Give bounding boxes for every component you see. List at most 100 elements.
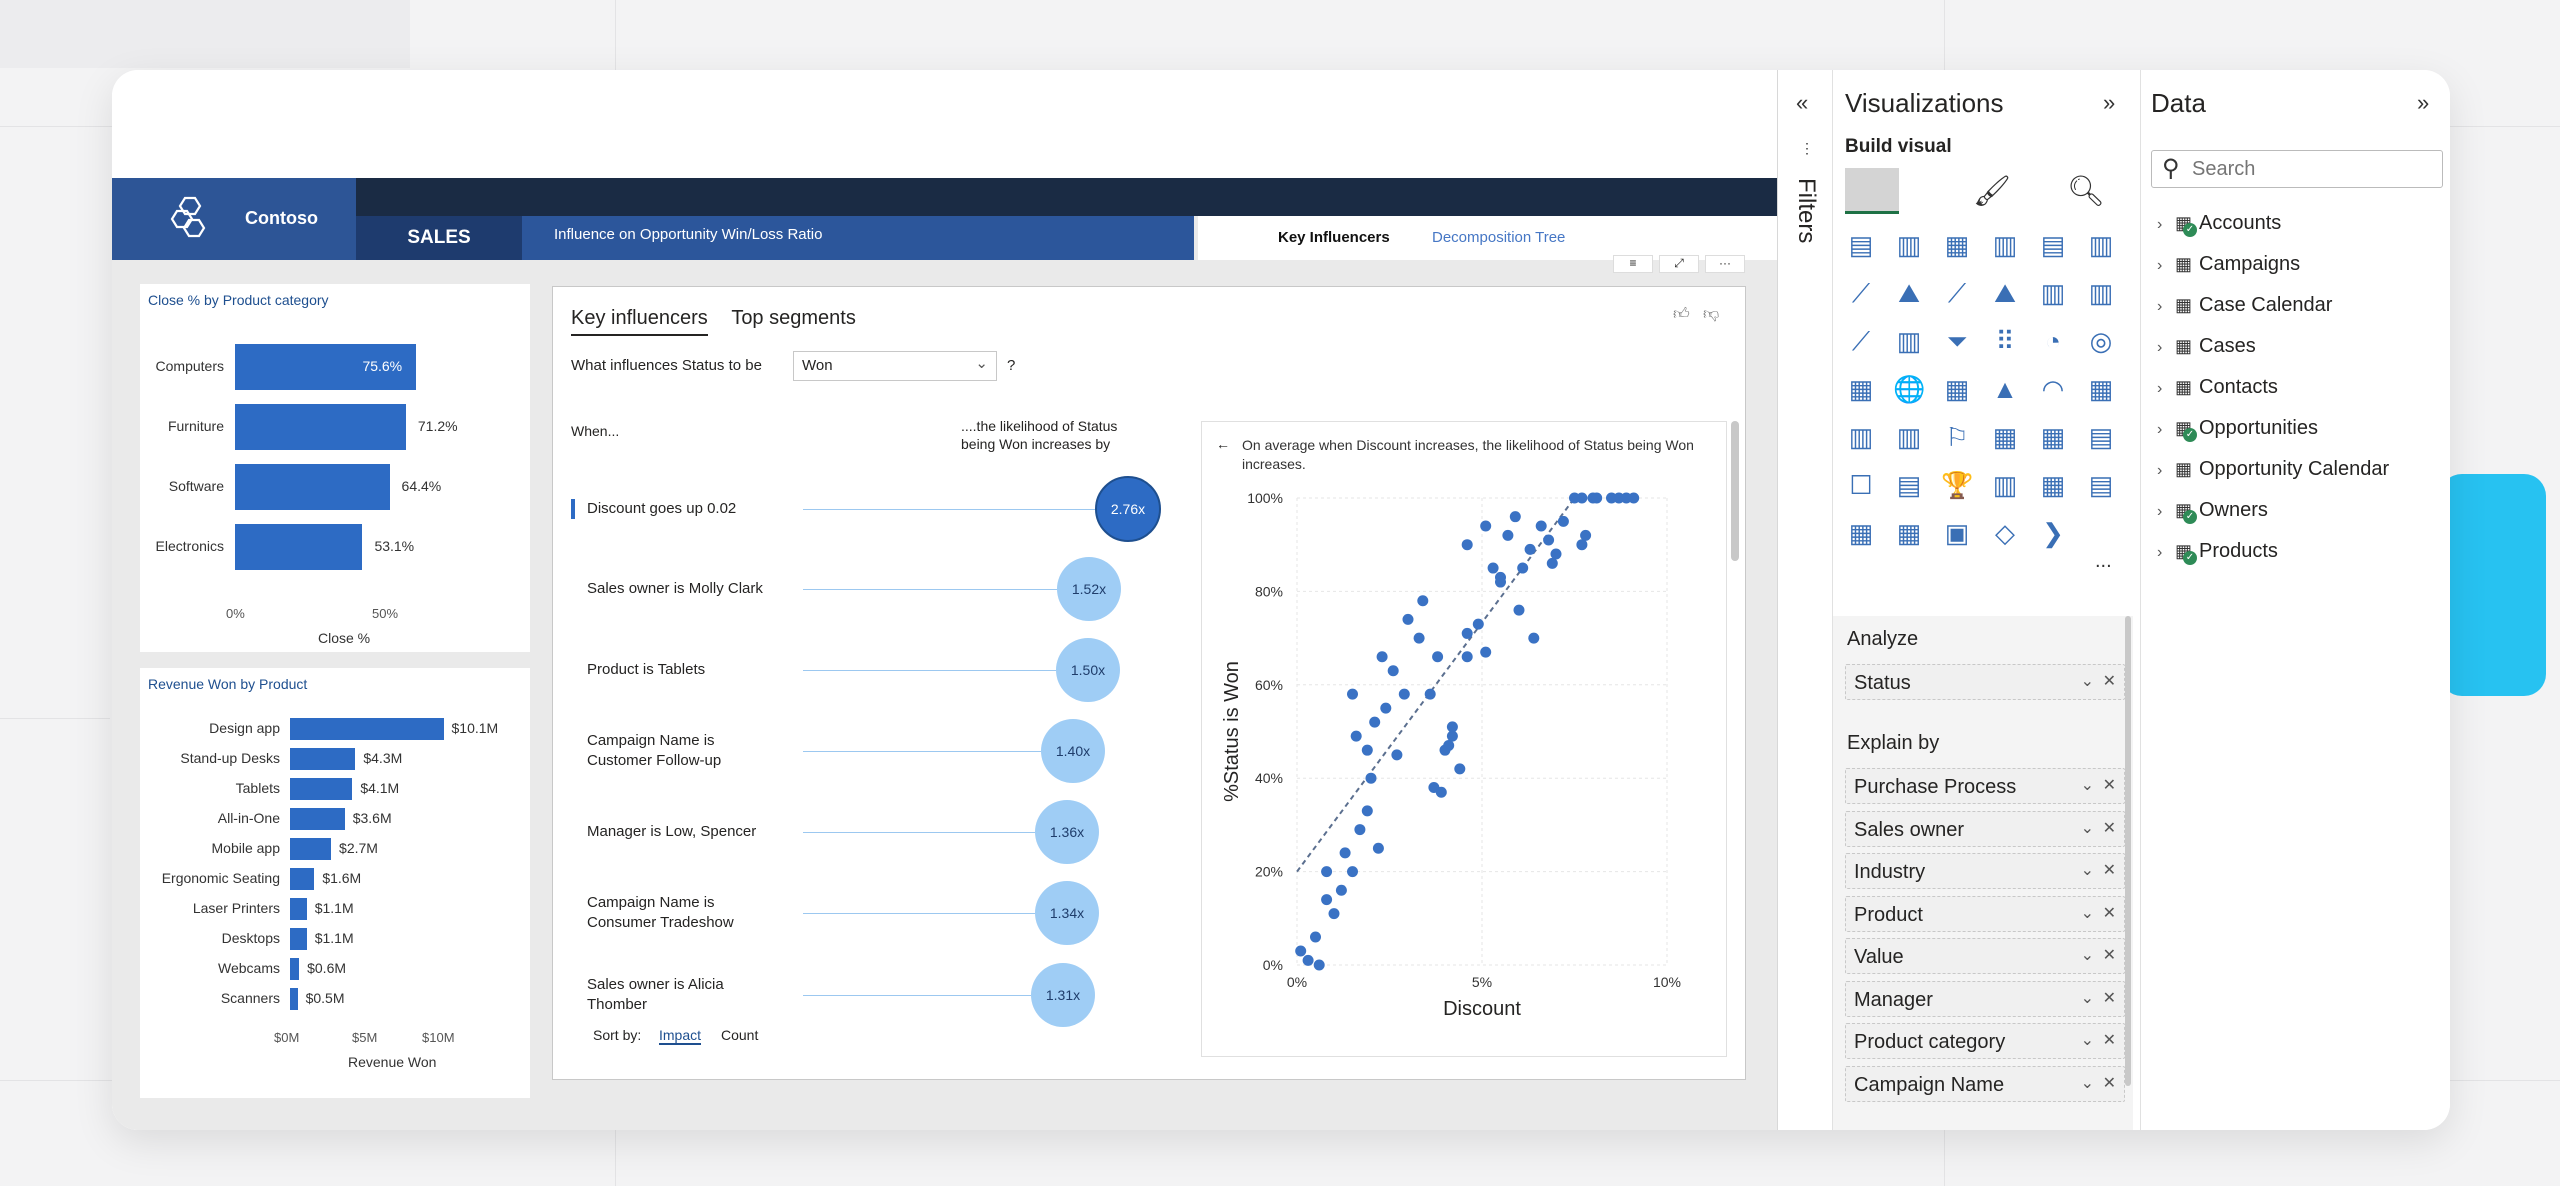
chevron-right-icon[interactable]: ›: [2157, 257, 2163, 274]
data-point[interactable]: [1339, 847, 1351, 859]
data-point[interactable]: [1380, 702, 1392, 714]
data-table-item[interactable]: › ▦ ✓ Owners: [2157, 499, 2268, 524]
scrollbar[interactable]: [1731, 421, 1739, 561]
bar[interactable]: [290, 928, 307, 950]
data-point[interactable]: [1517, 562, 1529, 574]
data-point[interactable]: [1369, 716, 1381, 728]
bar[interactable]: [290, 778, 353, 800]
slicer-icon[interactable]: ▥: [1896, 422, 1922, 452]
data-point[interactable]: [1535, 520, 1547, 532]
chevron-down-icon[interactable]: ⌄: [2080, 1074, 2094, 1092]
chevron-down-icon[interactable]: ⌄: [2080, 673, 2094, 690]
line-chart-icon[interactable]: ⟋: [1851, 278, 1871, 308]
chevron-down-icon[interactable]: ⌄: [2080, 947, 2094, 964]
ribbon-chart-icon[interactable]: ⟋: [1851, 326, 1871, 356]
search-input[interactable]: [2192, 156, 2432, 182]
decomposition-tree-icon[interactable]: ▤: [2088, 422, 2114, 452]
remove-icon[interactable]: ✕: [2102, 1074, 2116, 1092]
goals-icon[interactable]: 🏆: [1941, 470, 1974, 500]
data-point[interactable]: [1591, 492, 1603, 504]
thumbs-down-icon[interactable]: 👎︎: [1703, 306, 1720, 323]
bar[interactable]: [290, 958, 300, 980]
data-point[interactable]: [1372, 842, 1384, 854]
funnel-icon[interactable]: ⏷: [1946, 326, 1968, 356]
chevron-right-icon[interactable]: ›: [2157, 544, 2163, 561]
remove-icon[interactable]: ✕: [2102, 904, 2116, 922]
data-point[interactable]: [1354, 824, 1366, 836]
stacked-bar-icon[interactable]: ▤: [1848, 230, 1874, 260]
scatter-icon[interactable]: ⠿: [1995, 326, 2015, 356]
remove-icon[interactable]: ✕: [2102, 1032, 2116, 1049]
collapse-data-icon[interactable]: »: [2417, 90, 2430, 115]
influencer-label[interactable]: Product is Tablets: [587, 661, 706, 678]
data-point[interactable]: [1446, 730, 1458, 742]
data-point[interactable]: [1402, 613, 1414, 625]
sort-impact[interactable]: Impact: [659, 1027, 702, 1045]
data-point[interactable]: [1432, 651, 1444, 663]
bar[interactable]: [235, 464, 390, 510]
format-visual-icon[interactable]: 🖌︎: [1973, 175, 2012, 208]
data-point[interactable]: [1413, 632, 1425, 644]
azure-map-icon[interactable]: ▲: [1992, 374, 2018, 404]
treemap-icon[interactable]: ▦: [1848, 374, 1874, 404]
chevron-right-icon[interactable]: ›: [2157, 503, 2163, 520]
data-point[interactable]: [1417, 595, 1429, 607]
tab-key-influencers-visual[interactable]: Key influencers: [571, 307, 708, 336]
donut-chart-icon[interactable]: ◎: [2089, 326, 2113, 356]
bar[interactable]: [290, 988, 298, 1010]
chevron-down-icon[interactable]: ⌄: [2080, 904, 2094, 922]
bar[interactable]: [290, 718, 444, 740]
chevron-right-icon[interactable]: ›: [2157, 298, 2163, 315]
pane-scrollbar[interactable]: [2125, 616, 2131, 1086]
map-icon[interactable]: 🌐: [1893, 374, 1926, 404]
waterfall-chart-icon[interactable]: ▥: [1896, 326, 1922, 356]
data-point[interactable]: [1509, 511, 1521, 523]
data-point[interactable]: [1502, 529, 1514, 541]
line-column-icon[interactable]: ▥: [2040, 278, 2066, 308]
clustered-column-icon[interactable]: ▥: [1992, 230, 2018, 260]
bar[interactable]: [290, 838, 332, 860]
thumbs-up-icon[interactable]: 👍︎: [1673, 306, 1690, 323]
data-point[interactable]: [1546, 557, 1558, 569]
data-point[interactable]: [1391, 749, 1403, 761]
power-apps-icon[interactable]: ▦: [2040, 470, 2066, 500]
data-table-item[interactable]: › ▦ Cases: [2157, 335, 2256, 358]
influencer-label[interactable]: Manager is Low, Spencer: [587, 823, 757, 840]
influence-bubble[interactable]: 1.50x: [1056, 638, 1120, 702]
100-column-icon[interactable]: ▥: [2088, 230, 2114, 260]
remove-icon[interactable]: ✕: [2102, 673, 2116, 690]
data-point[interactable]: [1435, 786, 1447, 798]
chevron-right-icon[interactable]: ›: [2157, 216, 2163, 233]
filter-toggle-icon[interactable]: ⋮: [1800, 140, 1814, 156]
data-point[interactable]: [1321, 894, 1333, 906]
data-point[interactable]: [1446, 721, 1458, 733]
data-point[interactable]: [1313, 959, 1325, 971]
key-influencers-icon[interactable]: ▦: [2040, 422, 2066, 452]
bar[interactable]: [290, 868, 315, 890]
bar[interactable]: [235, 524, 363, 570]
chevron-right-icon[interactable]: ›: [2157, 339, 2163, 356]
expand-filters-icon[interactable]: «: [1796, 90, 1809, 115]
data-point[interactable]: [1461, 651, 1473, 663]
bar[interactable]: [290, 748, 356, 770]
paginated-report-icon[interactable]: ▥: [1992, 470, 2018, 500]
table-icon[interactable]: ⚐: [1945, 422, 1969, 452]
data-point[interactable]: [1472, 618, 1484, 630]
analyze-field[interactable]: Status ⌄ ✕: [1845, 664, 2125, 700]
influence-bubble[interactable]: 2.76x: [1095, 476, 1161, 542]
matrix-icon[interactable]: ▦: [1992, 422, 2018, 452]
influencer-label[interactable]: Sales owner is Alicia Thomber: [587, 976, 724, 1013]
focus-mode-icon[interactable]: ⤢: [1659, 255, 1699, 273]
data-point[interactable]: [1350, 730, 1362, 742]
data-point[interactable]: [1361, 805, 1373, 817]
chevron-down-icon[interactable]: ⌄: [2080, 989, 2094, 1007]
chevron-right-icon[interactable]: ›: [2157, 462, 2163, 479]
bar[interactable]: [290, 898, 307, 920]
data-point[interactable]: [1487, 562, 1499, 574]
build-visual-icon[interactable]: [1845, 168, 1899, 214]
stacked-column-icon[interactable]: ▥: [1896, 230, 1922, 260]
data-point[interactable]: [1439, 744, 1451, 756]
data-point[interactable]: [1513, 604, 1525, 616]
python-icon[interactable]: ▣: [1944, 518, 1970, 548]
qa-icon[interactable]: ☐: [1849, 470, 1873, 500]
